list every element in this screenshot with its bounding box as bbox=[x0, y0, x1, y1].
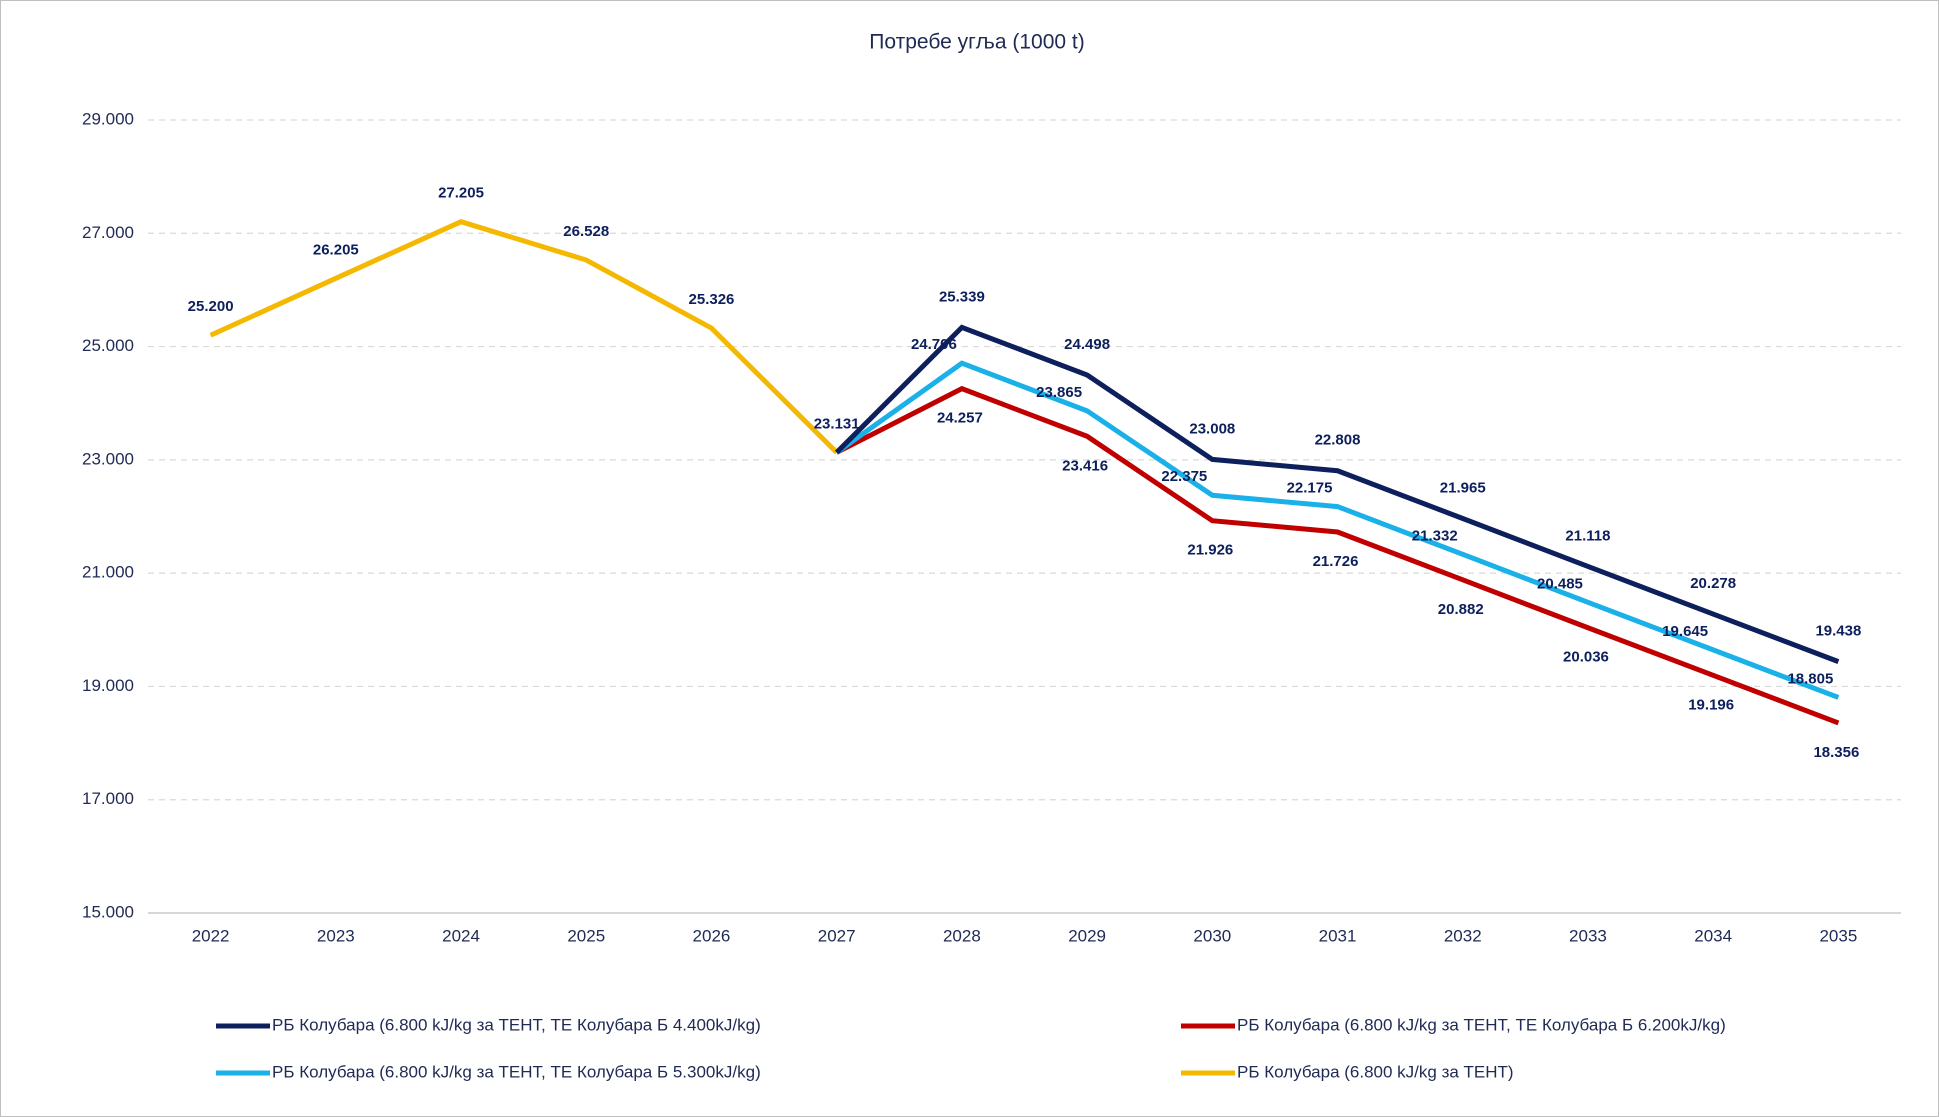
data-label: 25.339 bbox=[939, 288, 985, 305]
data-label: 24.257 bbox=[937, 410, 983, 427]
data-label: 26.528 bbox=[563, 223, 609, 240]
x-tick-label: 2032 bbox=[1444, 926, 1482, 945]
legend-label: РБ Колубара (6.800 kJ/kg за ТЕНТ, ТЕ Кол… bbox=[1237, 1015, 1726, 1034]
data-label: 21.118 bbox=[1565, 527, 1610, 544]
x-tick-label: 2029 bbox=[1068, 926, 1106, 945]
data-label: 24.498 bbox=[1064, 336, 1110, 353]
data-label: 26.205 bbox=[313, 241, 359, 258]
legend-label: РБ Колубара (6.800 kJ/kg за ТЕНТ, ТЕ Кол… bbox=[272, 1062, 761, 1081]
data-label: 18.356 bbox=[1813, 744, 1859, 761]
data-label: 19.645 bbox=[1662, 623, 1708, 640]
legend-label: РБ Колубара (6.800 kJ/kg за ТЕНТ) bbox=[1237, 1062, 1514, 1081]
chart-title: Потребе угља (1000 t) bbox=[869, 31, 1084, 54]
x-tick-label: 2023 bbox=[317, 926, 355, 945]
data-label: 18.805 bbox=[1787, 670, 1833, 687]
y-tick-label: 17.000 bbox=[82, 789, 134, 808]
legend-label: РБ Колубара (6.800 kJ/kg за ТЕНТ, ТЕ Кол… bbox=[272, 1015, 761, 1034]
x-tick-label: 2035 bbox=[1819, 926, 1857, 945]
series-line bbox=[209, 219, 839, 455]
x-tick-label: 2031 bbox=[1319, 926, 1357, 945]
data-label: 23.131 bbox=[814, 415, 860, 432]
y-tick-label: 21.000 bbox=[82, 563, 134, 582]
x-tick-label: 2025 bbox=[567, 926, 605, 945]
data-label: 20.882 bbox=[1438, 601, 1484, 618]
x-tick-label: 2024 bbox=[442, 926, 480, 945]
x-tick-label: 2033 bbox=[1569, 926, 1607, 945]
series-line bbox=[835, 385, 1840, 726]
data-label: 19.438 bbox=[1815, 623, 1861, 640]
data-label: 21.332 bbox=[1412, 527, 1458, 544]
x-tick-label: 2027 bbox=[818, 926, 856, 945]
x-tick-label: 2028 bbox=[943, 926, 981, 945]
data-label: 21.726 bbox=[1313, 553, 1359, 570]
data-label: 20.036 bbox=[1563, 649, 1609, 666]
x-tick-label: 2026 bbox=[693, 926, 731, 945]
y-tick-label: 29.000 bbox=[82, 109, 134, 128]
data-label: 22.808 bbox=[1315, 432, 1361, 449]
x-tick-label: 2034 bbox=[1694, 926, 1732, 945]
data-label: 19.196 bbox=[1688, 696, 1734, 713]
data-label: 23.416 bbox=[1062, 457, 1108, 474]
series-line bbox=[835, 360, 1840, 700]
data-label: 23.865 bbox=[1036, 384, 1082, 401]
data-label: 23.008 bbox=[1189, 420, 1235, 437]
data-label: 21.965 bbox=[1440, 479, 1486, 496]
data-label: 25.200 bbox=[188, 298, 234, 315]
y-tick-label: 15.000 bbox=[82, 902, 134, 921]
y-tick-label: 25.000 bbox=[82, 336, 134, 355]
data-label: 21.926 bbox=[1187, 542, 1233, 559]
data-label: 27.205 bbox=[438, 185, 484, 202]
data-label: 22.375 bbox=[1161, 468, 1207, 485]
series-line bbox=[834, 324, 1840, 664]
y-tick-label: 19.000 bbox=[82, 676, 134, 695]
y-tick-label: 27.000 bbox=[82, 223, 134, 242]
data-label: 20.278 bbox=[1690, 575, 1736, 592]
data-label: 22.175 bbox=[1287, 480, 1333, 497]
data-label: 24.706 bbox=[911, 336, 957, 353]
y-tick-label: 23.000 bbox=[82, 449, 134, 468]
x-tick-label: 2022 bbox=[192, 926, 230, 945]
data-label: 20.485 bbox=[1537, 575, 1583, 592]
x-tick-label: 2030 bbox=[1193, 926, 1231, 945]
data-label: 25.326 bbox=[689, 291, 735, 308]
